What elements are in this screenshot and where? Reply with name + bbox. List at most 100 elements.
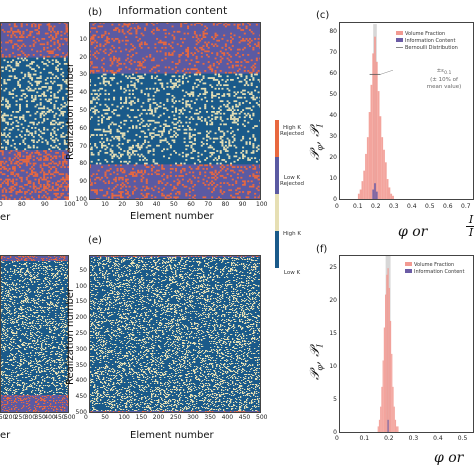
heatmap-cell-high <box>219 75 222 78</box>
heatmap-cell-high <box>27 298 29 300</box>
heatmap-cell-high <box>53 166 56 169</box>
heatmap-cell-high <box>62 121 65 124</box>
heatmap-cell-high <box>111 160 114 163</box>
heatmap-cell-high <box>20 162 23 165</box>
heatmap-cell-high <box>6 30 9 33</box>
heatmap-cell-high <box>90 61 93 64</box>
heatmap-cell-high <box>2 309 4 311</box>
annotation-subscript: 0.1 <box>444 71 452 77</box>
annotation-tolerance: ±ε0.1 (± 10% of mean value) <box>418 68 470 91</box>
heatmap-cell-high <box>211 173 214 176</box>
heatmap-cell-high <box>57 270 59 272</box>
heatmap-cell-high <box>3 112 6 115</box>
heatmap-cell-high <box>92 54 95 57</box>
heatmap-cell-high <box>63 62 66 66</box>
heatmap-cell-high <box>32 266 34 268</box>
heatmap-cell-high <box>111 196 114 199</box>
heatmap-cell-high <box>90 38 93 41</box>
heatmap-cell-high <box>37 66 40 69</box>
heatmap-cell-high <box>3 331 5 333</box>
heatmap-cell-high <box>223 54 226 57</box>
histogram-bar <box>388 187 391 200</box>
heatmap-cell-high <box>118 41 121 44</box>
heatmap-cell-high <box>140 43 143 46</box>
heatmap-cell-high <box>53 276 55 278</box>
heatmap-cell-high <box>126 141 129 144</box>
heatmap-cell-high <box>161 134 164 137</box>
heatmap-cell-high <box>173 139 176 142</box>
heatmap-cell-high <box>145 112 148 115</box>
heatmap-cell-high <box>121 132 124 135</box>
heatmap-cell-high <box>48 148 51 151</box>
heatmap-cell-high <box>226 182 229 185</box>
heatmap-cell-high <box>42 316 44 318</box>
heatmap-cell-high <box>21 286 23 288</box>
heatmap-cell-high <box>123 23 126 26</box>
heatmap-cell-high <box>178 109 181 112</box>
heatmap-cell-high <box>219 166 222 169</box>
heatmap-cell-high <box>207 66 210 69</box>
heatmap-cell-high <box>56 196 59 199</box>
heatmap-cell-high <box>2 287 4 289</box>
heatmap-cell-high <box>17 173 20 176</box>
heatmap-cell-high <box>190 157 193 160</box>
heatmap-cell-high <box>140 89 143 92</box>
heatmap-cell-high <box>161 164 164 167</box>
heatmap-cell-high <box>101 36 104 39</box>
heatmap-cell-high <box>181 41 184 44</box>
heatmap-cell-high <box>240 151 243 155</box>
heatmap-cell-high <box>28 284 30 286</box>
heatmap-cell-high <box>15 135 18 138</box>
heatmap-cell-high <box>55 310 57 312</box>
heatmap-row <box>0 323 69 325</box>
heatmap-cell-high <box>62 71 65 74</box>
heatmap-cell-high <box>162 139 165 142</box>
heatmap-cell-high <box>97 25 100 28</box>
heatmap-cell-high <box>10 191 13 194</box>
heatmap-cell-high <box>15 36 18 39</box>
heatmap-cell-high <box>247 39 250 42</box>
heatmap-cell-high <box>26 312 28 314</box>
heatmap-cell-high <box>214 71 217 74</box>
heatmap-cell-high <box>45 321 47 323</box>
heatmap-cell-high <box>55 151 58 155</box>
heatmap-cell-high <box>238 157 241 160</box>
heatmap-cell-high <box>238 169 241 172</box>
heatmap-cell-high <box>0 185 3 188</box>
heatmap-cell-high <box>11 319 13 321</box>
heatmap-cell-high <box>5 127 8 130</box>
heatmap-cell-high <box>56 305 58 307</box>
heatmap-cell-high <box>3 297 5 299</box>
heatmap-cell-high <box>211 166 214 169</box>
heatmap-cell-high <box>171 86 174 89</box>
heatmap-cell-high <box>247 130 250 133</box>
heatmap-cell-high <box>254 176 257 179</box>
heatmap-cell-high <box>24 148 27 151</box>
heatmap-cell-high <box>171 100 174 103</box>
heatmap-cell-high <box>13 323 15 325</box>
heatmap-cell-high <box>10 171 13 174</box>
heatmap-cell-high <box>43 91 46 94</box>
heatmap-cell-high <box>12 32 15 35</box>
heatmap-cell-high <box>5 105 8 108</box>
heatmap-row <box>0 293 69 295</box>
heatmap-row <box>0 337 69 339</box>
heatmap-cell-high <box>113 171 116 174</box>
heatmap-cell-high <box>14 302 16 304</box>
heatmap-cell-high <box>62 96 65 99</box>
heatmap-cell-high <box>0 23 3 26</box>
heatmap-cell-high <box>199 39 202 42</box>
heatmap-row <box>0 259 69 261</box>
heatmap-cell-high <box>44 337 46 339</box>
heatmap-cell-high <box>16 320 18 322</box>
heatmap-cell-high <box>205 32 208 35</box>
heatmap-row <box>0 180 69 183</box>
heatmap-cell-high <box>12 288 14 290</box>
heatmap-cell-high <box>46 153 49 156</box>
heatmap-cell-high <box>47 281 49 283</box>
heatmap-cell-high <box>207 146 210 149</box>
heatmap-cell-high <box>231 121 234 124</box>
heatmap-cell-high <box>46 341 48 343</box>
heatmap-cell-high <box>245 114 248 117</box>
heatmap-cell-high <box>59 317 61 319</box>
